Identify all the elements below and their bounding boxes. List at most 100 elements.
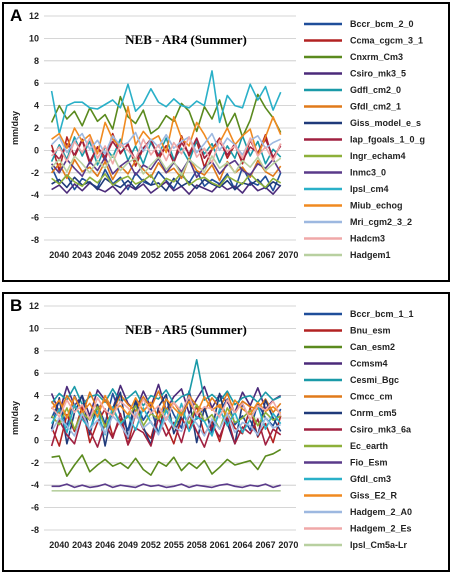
legend-label: Mri_cgm2_3_2	[350, 217, 412, 227]
series-line	[51, 172, 282, 189]
x-tick-label: 2040	[49, 540, 69, 550]
y-tick-label: 0	[34, 145, 39, 155]
legend-label: Cnrm_cm5	[350, 408, 397, 418]
x-tick-label: 2064	[233, 250, 253, 260]
legend-label: Giss_model_e_s	[350, 118, 421, 128]
y-tick-label: 10	[29, 33, 39, 43]
series-line	[50, 359, 282, 407]
legend-label: Bccr_bcm_1_1	[350, 309, 414, 319]
x-tick-label: 2070	[278, 250, 298, 260]
legend-label: Csiro_mk3_5	[350, 69, 406, 79]
x-tick-label: 2061	[210, 250, 230, 260]
y-tick-label: 12	[29, 301, 39, 311]
legend-label: Csiro_mk3_6a	[350, 425, 412, 435]
x-tick-label: 2049	[118, 250, 138, 260]
x-tick-label: 2043	[72, 540, 92, 550]
x-tick-label: 2052	[141, 540, 161, 550]
legend-label: Gdfl_cm2_0	[350, 85, 401, 95]
x-tick-label: 2043	[72, 250, 92, 260]
panel-label: B	[10, 296, 23, 315]
series-line	[51, 448, 282, 477]
y-tick-label: -6	[31, 503, 39, 513]
y-tick-label: 6	[34, 78, 39, 88]
chart-title: NEB - AR4 (Summer)	[125, 32, 247, 47]
legend-label: Miub_echog	[350, 201, 403, 211]
y-tick-label: 6	[34, 368, 39, 378]
x-tick-label: 2049	[118, 540, 138, 550]
series-line	[50, 394, 282, 419]
series-line	[50, 395, 282, 421]
legend-label: Ccmsm4	[350, 359, 388, 369]
legend-label: Hadgem_2_A0	[350, 507, 412, 517]
y-tick-label: 0	[34, 435, 39, 445]
y-tick-label: 4	[34, 101, 39, 111]
x-tick-label: 2046	[95, 250, 115, 260]
y-axis-label: mm/day	[10, 111, 20, 145]
x-tick-label: 2058	[187, 250, 207, 260]
y-axis-label: mm/day	[10, 401, 20, 435]
x-tick-label: 2064	[233, 540, 253, 550]
legend-label: Hadcm3	[350, 234, 385, 244]
x-tick-label: 2061	[210, 540, 230, 550]
legend-label: Iap_fgoals_1_0_g	[350, 135, 425, 145]
series-line	[50, 93, 282, 138]
legend-label: Cmcc_cm	[350, 392, 393, 402]
y-tick-label: -6	[31, 213, 39, 223]
series-line	[50, 412, 282, 448]
x-tick-label: 2040	[49, 250, 69, 260]
legend-label: Hadgem1	[350, 250, 391, 260]
chart-panel-b: B -8 -6 -4 -2 0 2 4 6 8 10 12 2040 2043 2046 2049 2052 2…	[2, 292, 450, 572]
x-tick-label: 2058	[187, 540, 207, 550]
x-tick-label: 2046	[95, 540, 115, 550]
y-tick-label: -2	[31, 168, 39, 178]
chart-title: NEB - AR5 (Summer)	[125, 322, 247, 337]
y-tick-label: 2	[34, 123, 39, 133]
y-tick-label: -4	[31, 190, 39, 200]
x-tick-label: 2067	[255, 540, 275, 550]
y-tick-label: 2	[34, 413, 39, 423]
chart-panel-a: A -8 -6 -4 -2 0 2 4 6 8 10 12 2040 2043 2046 2049 2052 2…	[2, 2, 450, 282]
legend-label: Ipsl_Cm5a-Lr	[350, 540, 408, 550]
legend-label: Fio_Esm	[350, 458, 388, 468]
y-tick-label: 8	[34, 346, 39, 356]
y-tick-label: -4	[31, 480, 39, 490]
y-tick-label: -8	[31, 235, 39, 245]
y-tick-label: -8	[31, 525, 39, 535]
series-line	[50, 411, 282, 438]
legend-label: Can_esm2	[350, 342, 395, 352]
x-tick-label: 2052	[141, 250, 161, 260]
legend-label: Gfdl_cm2_1	[350, 102, 401, 112]
legend-label: Ec_earth	[350, 441, 388, 451]
legend-label: Cesmi_Bgc	[350, 375, 399, 385]
series-line	[50, 404, 282, 447]
series-line	[50, 136, 282, 165]
legend-label: Gfdl_cm3	[350, 474, 391, 484]
legend-label: Ingr_echam4	[350, 151, 406, 161]
series-line	[51, 131, 282, 156]
series-line	[50, 70, 282, 135]
legend-label: Cnxrm_Cm3	[350, 52, 403, 62]
y-tick-label: -2	[31, 458, 39, 468]
x-tick-label: 2055	[164, 540, 184, 550]
x-tick-label: 2055	[164, 250, 184, 260]
legend-label: Inmc3_0	[350, 168, 386, 178]
legend-label: Ipsl_cm4	[350, 184, 389, 194]
series-line	[51, 154, 282, 176]
x-tick-label: 2070	[278, 540, 298, 550]
y-tick-label: 10	[29, 323, 39, 333]
series-line	[50, 403, 282, 430]
legend-label: Hadgem_2_Es	[350, 524, 412, 534]
x-tick-label: 2067	[255, 250, 275, 260]
panel-label: A	[10, 6, 23, 25]
legend-label: Bnu_esm	[350, 326, 391, 336]
series-line	[51, 105, 282, 157]
legend-label: Ccma_cgcm_3_1	[350, 36, 423, 46]
y-tick-label: 8	[34, 56, 39, 66]
legend-label: Giss_E2_R	[350, 491, 398, 501]
legend-label: Bccr_bcm_2_0	[350, 19, 414, 29]
y-tick-label: 12	[29, 11, 39, 21]
y-tick-label: 4	[34, 391, 39, 401]
series-line	[51, 483, 281, 489]
